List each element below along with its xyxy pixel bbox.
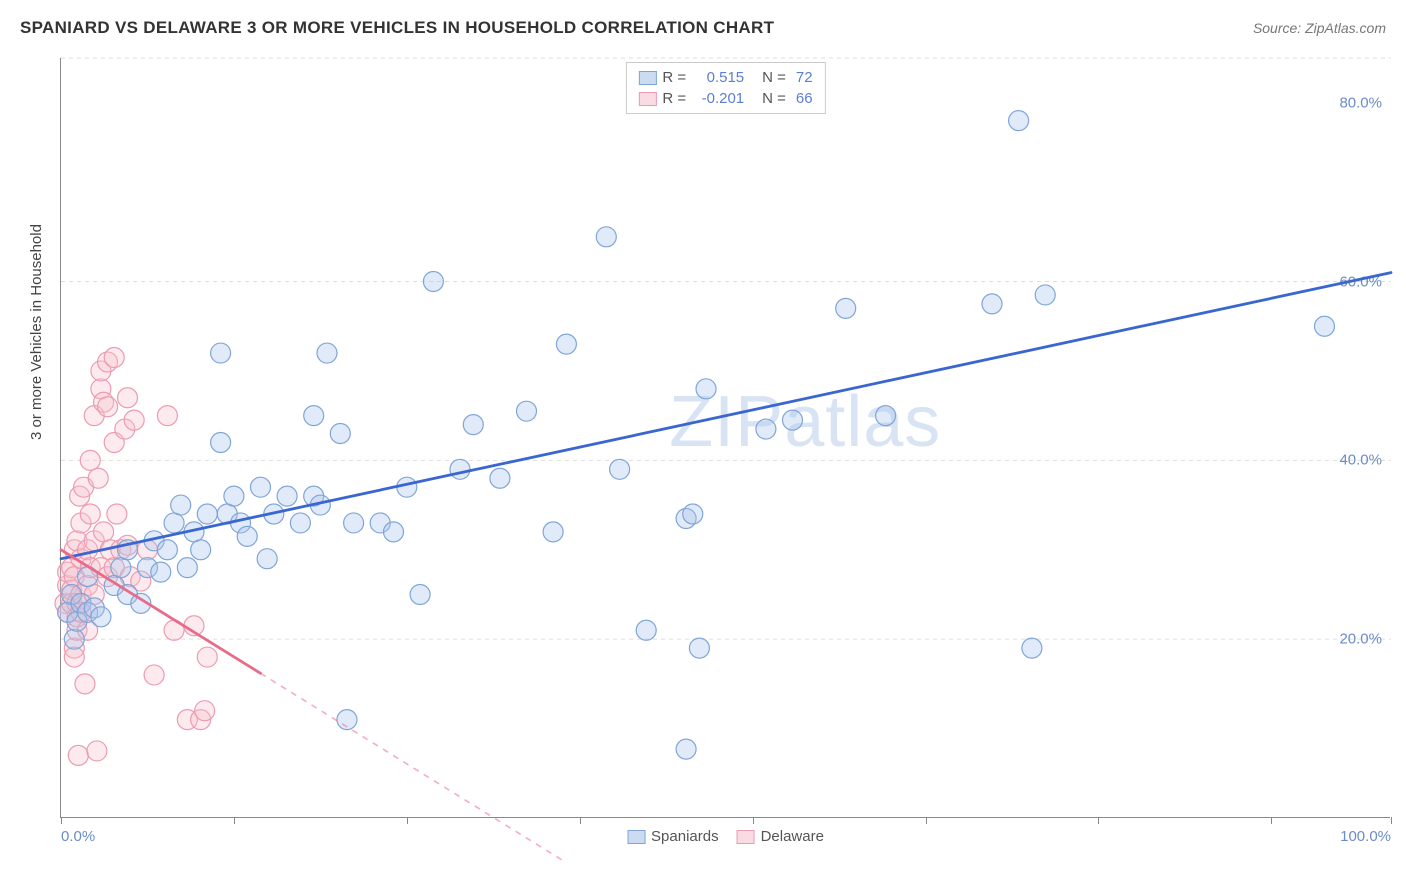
series-legend: Spaniards Delaware bbox=[627, 828, 824, 845]
scatter-plot: ZIPatlas R = 0.515 N = 72 R = -0.201 N =… bbox=[60, 58, 1390, 818]
legend-row-delaware: R = -0.201 N = 66 bbox=[634, 88, 816, 109]
legend-item-spaniards: Spaniards bbox=[627, 828, 719, 845]
source-attribution: Source: ZipAtlas.com bbox=[1253, 20, 1386, 36]
swatch-spaniards bbox=[638, 71, 656, 85]
chart-title: SPANIARD VS DELAWARE 3 OR MORE VEHICLES … bbox=[20, 18, 774, 38]
x-tick-label: 100.0% bbox=[1340, 828, 1391, 845]
correlation-legend: R = 0.515 N = 72 R = -0.201 N = 66 bbox=[625, 62, 825, 114]
legend-row-spaniards: R = 0.515 N = 72 bbox=[634, 67, 816, 88]
legend-item-delaware: Delaware bbox=[737, 828, 824, 845]
y-axis-label: 3 or more Vehicles in Household bbox=[28, 224, 45, 440]
x-tick-label: 0.0% bbox=[61, 828, 95, 845]
trend-lines-layer bbox=[61, 58, 1390, 817]
swatch-delaware bbox=[638, 92, 656, 106]
